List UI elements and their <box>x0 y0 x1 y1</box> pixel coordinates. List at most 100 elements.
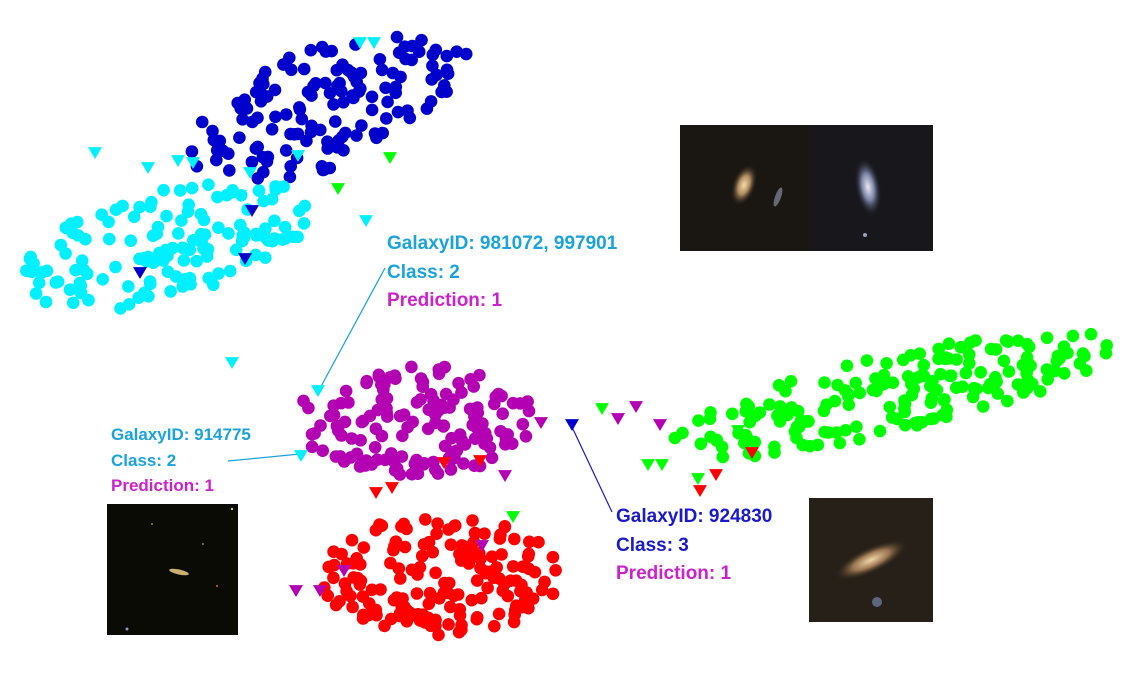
data-point <box>771 409 784 423</box>
data-point <box>141 250 155 264</box>
data-point <box>39 295 53 309</box>
galaxy-thumbnail-pair <box>680 125 933 251</box>
data-point <box>676 426 689 440</box>
data-point <box>532 535 545 549</box>
data-point <box>185 145 199 158</box>
data-point <box>997 354 1011 368</box>
data-point <box>284 160 298 173</box>
data-point <box>522 562 536 576</box>
data-point <box>260 155 274 168</box>
data-point <box>365 103 379 117</box>
misclassified-point <box>369 487 383 499</box>
data-point <box>71 282 84 296</box>
data-point <box>485 451 499 465</box>
data-point <box>880 357 893 370</box>
data-point <box>323 161 337 175</box>
data-point <box>498 520 512 533</box>
data-point <box>886 376 900 390</box>
data-point <box>1002 365 1016 378</box>
misclassified-point <box>337 565 351 577</box>
data-point <box>347 91 360 105</box>
data-point <box>285 63 298 77</box>
data-point <box>781 408 794 422</box>
data-point <box>365 90 379 104</box>
misclassified-point <box>171 155 185 167</box>
misclassified-point <box>565 419 579 431</box>
galaxy-thumbnail-914775 <box>107 504 238 635</box>
data-point <box>790 431 803 445</box>
data-point <box>269 180 282 193</box>
data-point <box>393 468 407 481</box>
data-point <box>440 63 454 77</box>
data-point <box>380 112 393 125</box>
data-point <box>185 181 199 195</box>
data-point <box>305 440 319 454</box>
data-point <box>321 142 335 155</box>
data-point <box>390 30 404 44</box>
data-point <box>405 360 418 374</box>
data-point <box>437 586 451 599</box>
data-point <box>907 382 921 396</box>
data-point <box>398 540 412 554</box>
data-point <box>410 587 424 600</box>
data-point <box>983 377 997 391</box>
data-point <box>278 232 292 245</box>
data-point <box>355 119 368 132</box>
data-point <box>314 419 327 432</box>
data-point <box>448 451 461 465</box>
data-point <box>375 429 389 443</box>
data-point <box>549 564 562 577</box>
cluster-4 <box>668 327 1113 464</box>
data-point <box>883 400 897 414</box>
data-point <box>726 407 739 421</box>
data-point <box>716 450 730 464</box>
misclassified-point <box>289 585 303 597</box>
leader-line-0 <box>317 267 386 393</box>
annotation-class: Class: 2 <box>111 450 177 470</box>
data-point <box>833 436 847 450</box>
data-point <box>336 130 349 144</box>
data-point <box>365 458 378 471</box>
data-point <box>330 419 344 433</box>
data-point <box>157 183 170 197</box>
data-point <box>999 334 1013 347</box>
cluster-0 <box>185 30 473 185</box>
data-point <box>506 560 520 573</box>
data-point <box>316 444 330 458</box>
data-point <box>254 95 268 108</box>
data-point <box>269 110 282 124</box>
data-point <box>309 77 323 90</box>
data-point <box>95 208 108 221</box>
misclassified-point <box>629 401 643 413</box>
data-point <box>715 440 729 454</box>
misclassified-point <box>233 190 247 202</box>
data-point <box>212 221 225 234</box>
data-point <box>211 190 224 204</box>
data-point <box>373 53 387 66</box>
data-point <box>223 164 236 177</box>
data-point <box>82 293 95 307</box>
data-point <box>942 337 956 351</box>
data-point <box>249 248 262 262</box>
data-point <box>455 618 468 632</box>
data-point <box>453 609 467 622</box>
data-point <box>327 98 340 111</box>
data-point <box>172 227 185 240</box>
data-point <box>938 352 951 366</box>
data-point <box>210 144 224 157</box>
data-point <box>195 115 209 129</box>
data-point <box>749 409 762 423</box>
data-point <box>268 214 281 228</box>
data-point <box>234 102 247 115</box>
misclassified-point <box>691 473 705 485</box>
misclassified-point <box>294 450 308 462</box>
data-point <box>210 153 223 167</box>
misclassified-point <box>291 150 305 162</box>
misclassified-point <box>693 485 707 497</box>
data-point <box>840 359 854 373</box>
data-point <box>394 572 407 585</box>
annotation-galaxy-id: GalaxyID: 924830 <box>616 506 773 527</box>
data-point <box>124 234 138 247</box>
data-point <box>521 395 534 408</box>
data-point <box>954 340 968 354</box>
